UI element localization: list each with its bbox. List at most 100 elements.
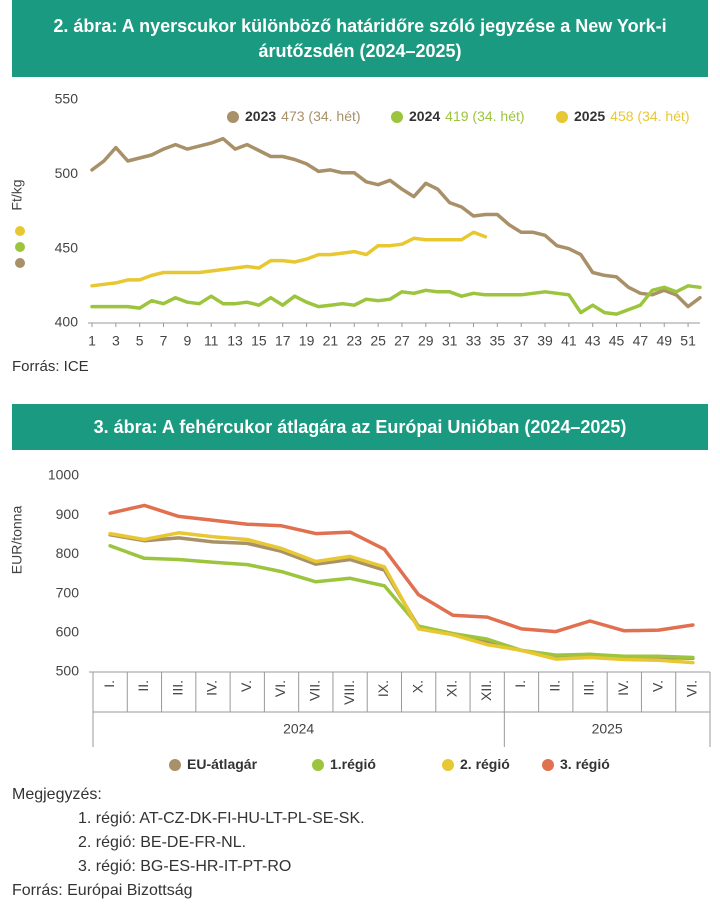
x-tick-label: IV. xyxy=(615,680,631,696)
legend-marker xyxy=(391,111,403,123)
y-tick-label: 800 xyxy=(56,545,80,561)
chart-title: 2. ábra: A nyerscukor különböző határidő… xyxy=(12,0,708,77)
group-label: 2025 xyxy=(592,721,623,737)
legend-marker xyxy=(442,759,454,771)
x-tick-label: IX. xyxy=(375,680,391,697)
legend-name: 2. régió xyxy=(460,756,510,772)
axis-legend-dot xyxy=(15,226,25,236)
x-tick-label: III. xyxy=(581,680,597,696)
source: Forrás: ICE xyxy=(12,358,89,375)
x-tick-label: 27 xyxy=(394,333,410,349)
x-tick-label: V. xyxy=(649,680,665,692)
y-tick-label: 500 xyxy=(55,165,79,181)
legend-marker xyxy=(542,759,554,771)
series-line xyxy=(90,284,702,316)
y-tick-label: 500 xyxy=(56,663,80,679)
x-tick-label: 43 xyxy=(585,333,601,349)
x-tick-label: 19 xyxy=(299,333,315,349)
legend-name: 2023 xyxy=(245,108,276,124)
note-line: 3. régió: BG-ES-HR-IT-PT-RO xyxy=(78,858,292,875)
x-tick-label: V. xyxy=(238,680,254,692)
y-tick-label: 400 xyxy=(55,314,79,330)
x-tick-label: XII. xyxy=(478,680,494,701)
y-tick-label: 600 xyxy=(56,624,80,640)
legend-name: EU-átlagár xyxy=(187,756,258,772)
x-tick-label: IV. xyxy=(204,680,220,696)
x-tick-label: VII. xyxy=(307,680,323,701)
x-tick-label: I. xyxy=(512,680,528,688)
y-tick-label: 450 xyxy=(55,239,79,255)
chart-title: 3. ábra: A fehércukor átlagára az Európa… xyxy=(12,404,708,450)
note-line: 1. régió: AT-CZ-DK-FI-HU-LT-PL-SE-SK. xyxy=(78,810,365,827)
x-tick-label: 47 xyxy=(633,333,649,349)
legend-marker xyxy=(227,111,239,123)
note-line: 2. régió: BE-DE-FR-NL. xyxy=(78,834,247,851)
legend-marker xyxy=(312,759,324,771)
note-heading: Megjegyzés: xyxy=(12,786,102,803)
x-tick-label: 39 xyxy=(537,333,553,349)
legend-entry: 2. régió xyxy=(460,756,510,772)
x-tick-label: 21 xyxy=(323,333,339,349)
x-tick-label: 49 xyxy=(656,333,672,349)
x-tick-label: 5 xyxy=(136,333,144,349)
x-tick-label: 35 xyxy=(490,333,506,349)
x-tick-label: 29 xyxy=(418,333,434,349)
x-tick-label: VI. xyxy=(684,680,700,697)
legend-entry: EU-átlagár xyxy=(187,756,258,772)
x-tick-label: 7 xyxy=(160,333,168,349)
legend-marker xyxy=(556,111,568,123)
y-tick-label: 900 xyxy=(56,506,80,522)
x-tick-label: X. xyxy=(409,680,425,693)
x-tick-label: 33 xyxy=(466,333,482,349)
legend-name: 1.régió xyxy=(330,756,376,772)
series-line xyxy=(90,136,702,309)
legend-entry: 2024 419 (34. hét) xyxy=(409,108,525,124)
x-tick-label: 31 xyxy=(442,333,458,349)
legend-name: 2025 xyxy=(574,108,605,124)
x-tick-label: II. xyxy=(135,680,151,692)
legend-entry: 2023 473 (34. hét) xyxy=(245,108,361,124)
x-tick-label: XI. xyxy=(444,680,460,697)
legend-name: 2024 xyxy=(409,108,440,124)
axis-legend-dot xyxy=(15,258,25,268)
legend-name: 3. régió xyxy=(560,756,610,772)
x-tick-label: III. xyxy=(169,680,185,696)
series-line xyxy=(90,230,488,288)
axis-legend-dot xyxy=(15,242,25,252)
x-tick-label: 41 xyxy=(561,333,577,349)
legend-note: 458 (34. hét) xyxy=(610,108,689,124)
x-tick-label: 1 xyxy=(88,333,96,349)
legend-entry: 2025 458 (34. hét) xyxy=(574,108,690,124)
x-tick-label: 11 xyxy=(204,333,219,349)
y-axis-label: EUR/tonna xyxy=(9,506,25,575)
x-tick-label: 45 xyxy=(609,333,625,349)
x-tick-label: 3 xyxy=(112,333,120,349)
x-tick-label: 13 xyxy=(227,333,243,349)
series-line xyxy=(108,544,695,660)
legend-marker xyxy=(169,759,181,771)
legend-note: 419 (34. hét) xyxy=(445,108,524,124)
x-tick-label: 17 xyxy=(275,333,291,349)
x-tick-label: 51 xyxy=(680,333,696,349)
legend-note: 473 (34. hét) xyxy=(281,108,360,124)
x-tick-label: 15 xyxy=(251,333,267,349)
series-line xyxy=(108,503,695,634)
x-tick-label: I. xyxy=(101,680,117,688)
legend-entry: 3. régió xyxy=(560,756,610,772)
y-axis-label: Ft/kg xyxy=(9,179,25,210)
x-tick-label: II. xyxy=(546,680,562,692)
x-tick-label: 23 xyxy=(346,333,362,349)
x-tick-label: VI. xyxy=(272,680,288,697)
y-tick-label: 700 xyxy=(56,584,80,600)
x-tick-label: 25 xyxy=(370,333,386,349)
x-tick-label: 37 xyxy=(513,333,529,349)
y-tick-label: 1000 xyxy=(48,467,79,483)
source: Forrás: Európai Bizottság xyxy=(12,882,193,899)
x-tick-label: VIII. xyxy=(341,680,357,705)
series-line xyxy=(108,531,695,665)
x-tick-label: 9 xyxy=(183,333,191,349)
group-label: 2024 xyxy=(283,721,314,737)
y-tick-label: 550 xyxy=(55,91,79,107)
